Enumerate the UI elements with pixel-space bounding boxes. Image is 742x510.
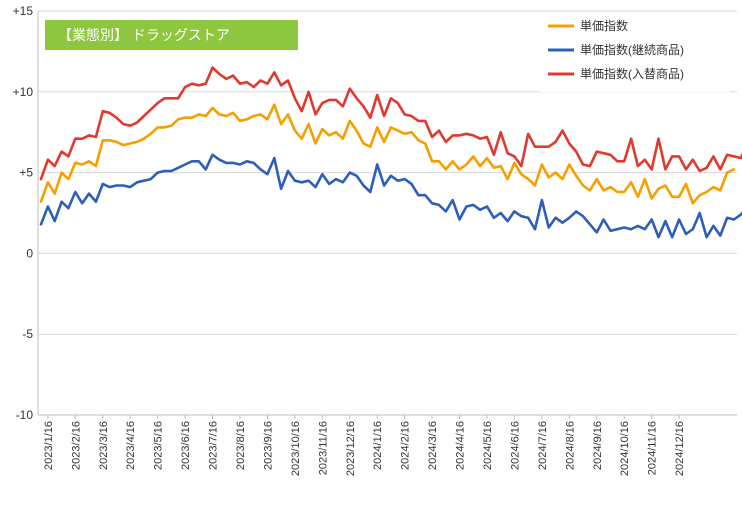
x-tick-label: 2024/1/16 [372, 421, 384, 470]
x-tick-label: 2024/4/16 [455, 421, 467, 470]
y-tick-label: -10 [16, 408, 34, 422]
y-tick-label: +5 [19, 166, 33, 180]
x-tick-label: 2024/7/16 [537, 421, 549, 470]
x-tick-label: 2023/6/16 [180, 421, 192, 470]
x-tick-label: 2023/1/16 [43, 421, 55, 470]
x-tick-label: 2023/5/16 [153, 421, 165, 470]
y-tick-label: -5 [22, 327, 33, 341]
y-tick-label: +15 [13, 4, 34, 18]
x-tick-label: 2023/7/16 [208, 421, 220, 470]
y-tick-label: +10 [13, 85, 34, 99]
x-tick-label: 2024/5/16 [482, 421, 494, 470]
x-tick-label: 2024/8/16 [564, 421, 576, 470]
axes [37, 11, 737, 416]
x-tick-label: 2024/10/16 [619, 421, 631, 476]
banner: 【業態別】 ドラッグストア [45, 20, 298, 50]
x-tick-label: 2023/8/16 [235, 421, 247, 470]
series-lines [39, 66, 742, 239]
x-tick-label: 2023/4/16 [125, 421, 137, 470]
x-tick-label: 2023/9/16 [262, 421, 274, 470]
x-tick-label: 2024/11/16 [647, 421, 659, 475]
x-tick-label: 2024/6/16 [509, 421, 521, 470]
x-tick-label: 2023/12/16 [345, 421, 357, 476]
legend-label: 単価指数(入替商品) [580, 66, 684, 81]
x-tick-label: 2023/3/16 [98, 421, 110, 470]
x-tick-label: 2024/2/16 [400, 421, 412, 470]
series-line-3 [39, 66, 742, 181]
series-line-1 [39, 103, 736, 205]
y-axis-ticks: +15 +10 +5 0 -5 -10 [13, 4, 34, 422]
y-tick-label: 0 [26, 246, 33, 260]
banner-label: 【業態別】 ドラッグストア [58, 27, 230, 43]
legend-label: 単価指数(継続商品) [580, 42, 684, 57]
x-tick-label: 2023/2/16 [70, 421, 82, 470]
x-tick-label: 2023/11/16 [317, 421, 329, 475]
x-tick-label: 2024/9/16 [592, 421, 604, 470]
banner-background [45, 20, 298, 50]
x-tick-label: 2024/3/16 [427, 421, 439, 470]
x-axis-ticks: 2023/1/16 2023/2/16 2023/3/16 2023/4/16 2023… [43, 415, 686, 476]
series-line-2 [39, 153, 742, 239]
x-tick-label: 2023/10/16 [290, 421, 302, 476]
legend-label: 単価指数 [580, 18, 628, 33]
x-tick-label: 2024/12/16 [674, 421, 686, 476]
